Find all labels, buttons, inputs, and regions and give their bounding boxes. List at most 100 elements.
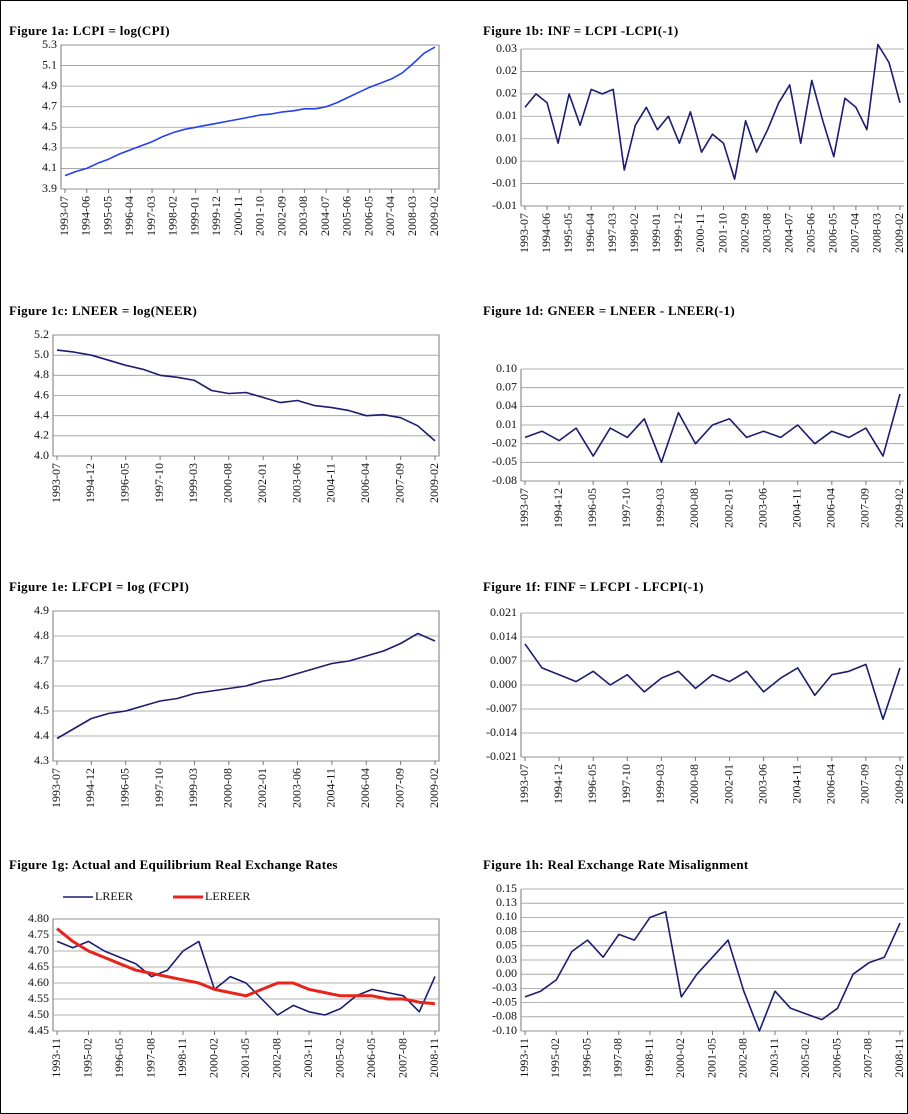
y-tick-label: 0.00 bbox=[496, 966, 517, 980]
x-tick-label: 2007-09 bbox=[392, 463, 406, 503]
x-tick-label: 2007-08 bbox=[395, 1038, 409, 1078]
chart-title: Figure 1f: FINF = LFCPI - LFCPI(-1) bbox=[483, 579, 704, 594]
x-tick-label: 2009-02 bbox=[427, 463, 441, 503]
x-tick-label: 2003-11 bbox=[301, 1038, 315, 1078]
y-tick-label: 0.007 bbox=[490, 653, 517, 667]
y-tick-label: 4.2 bbox=[34, 428, 49, 442]
x-tick-label: 2007-09 bbox=[858, 764, 872, 804]
x-tick-label: 2003-08 bbox=[759, 213, 773, 253]
x-tick-label: 1999-01 bbox=[187, 196, 201, 236]
x-tick-label: 2008-03 bbox=[405, 196, 419, 236]
x-tick-label: 2004-11 bbox=[789, 488, 803, 528]
x-tick-label: 1994-06 bbox=[79, 196, 93, 236]
y-tick-label: 4.1 bbox=[42, 160, 57, 174]
x-tick-label: 2006-04 bbox=[358, 768, 372, 808]
y-tick-label: 4.60 bbox=[28, 975, 49, 989]
x-tick-label: 1997-10 bbox=[619, 488, 633, 528]
y-tick-label: -0.01 bbox=[492, 175, 517, 189]
y-tick-label: 5.0 bbox=[34, 347, 49, 361]
data-line bbox=[56, 927, 436, 1006]
y-tick-label: -0.02 bbox=[492, 435, 517, 449]
x-tick-label: 1999-03 bbox=[653, 488, 667, 528]
x-tick-label: 2008-11 bbox=[427, 1038, 441, 1078]
x-tick-label: 1994-06 bbox=[539, 213, 553, 253]
y-tick-label: 0.01 bbox=[496, 417, 517, 431]
y-tick-label: 4.8 bbox=[34, 628, 49, 642]
y-tick-label: 0.07 bbox=[496, 379, 517, 393]
y-tick-label: 0.03 bbox=[496, 41, 517, 55]
y-tick-label: 4.75 bbox=[28, 927, 49, 941]
x-tick-label: 1995-05 bbox=[561, 213, 575, 253]
y-tick-label: 4.8 bbox=[34, 367, 49, 381]
x-tick-label: 1994-12 bbox=[83, 768, 97, 808]
data-line bbox=[56, 632, 436, 740]
y-tick-label: 0.021 bbox=[490, 605, 517, 619]
x-tick-label: 1997-03 bbox=[144, 196, 158, 236]
y-tick-label: -0.10 bbox=[492, 1023, 517, 1037]
x-tick-label: 2009-02 bbox=[427, 196, 441, 236]
y-tick-label: 4.3 bbox=[42, 140, 57, 154]
x-tick-label: 2007-08 bbox=[861, 1038, 875, 1078]
y-tick-label: -0.08 bbox=[492, 473, 517, 487]
x-tick-label: 2003-06 bbox=[755, 488, 769, 528]
plot-frame bbox=[52, 918, 440, 1032]
y-tick-label: 4.45 bbox=[28, 1023, 49, 1037]
x-tick-label: 2004-11 bbox=[789, 764, 803, 804]
x-tick-label: 1999-01 bbox=[649, 213, 663, 253]
x-tick-label: 1995-02 bbox=[548, 1038, 562, 1078]
y-tick-label: 0.15 bbox=[496, 881, 517, 895]
x-tick-label: 2003-06 bbox=[289, 463, 303, 503]
x-tick-label: 2008-11 bbox=[892, 1038, 906, 1078]
x-tick-label: 1998-11 bbox=[642, 1038, 656, 1078]
y-tick-label: 4.6 bbox=[34, 678, 49, 692]
y-tick-label: 4.5 bbox=[34, 703, 49, 717]
x-tick-label: 2000-02 bbox=[673, 1038, 687, 1078]
x-tick-label: 1996-05 bbox=[112, 1038, 126, 1078]
x-tick-label: 2004-07 bbox=[781, 213, 795, 253]
data-line bbox=[524, 910, 901, 1032]
y-tick-label: 0.02 bbox=[496, 86, 517, 100]
x-tick-label: 1997-08 bbox=[143, 1038, 157, 1078]
y-tick-label: 0.10 bbox=[496, 909, 517, 923]
x-tick-label: 1993-07 bbox=[49, 463, 63, 503]
x-tick-label: 1996-05 bbox=[117, 463, 131, 503]
y-tick-label: 4.7 bbox=[42, 98, 57, 112]
y-tick-label: 0.01 bbox=[496, 130, 517, 144]
x-tick-label: 2009-02 bbox=[427, 768, 441, 808]
y-tick-label: 0.10 bbox=[496, 361, 517, 375]
chart-title: Figure 1e: LFCPI = log (FCPI) bbox=[9, 579, 190, 594]
x-tick-label: 2009-02 bbox=[892, 488, 906, 528]
x-tick-label: 2004-11 bbox=[324, 463, 338, 503]
x-tick-label: 1996-04 bbox=[122, 196, 136, 236]
x-tick-label: 2003-06 bbox=[289, 768, 303, 808]
x-tick-label: 2006-04 bbox=[824, 764, 838, 804]
x-tick-label: 1994-12 bbox=[551, 488, 565, 528]
y-tick-label: 0.01 bbox=[496, 108, 517, 122]
y-tick-label: 4.9 bbox=[42, 78, 57, 92]
y-tick-label: 4.4 bbox=[34, 728, 49, 742]
y-tick-label: 4.5 bbox=[42, 119, 57, 133]
x-tick-label: 1998-02 bbox=[627, 213, 641, 253]
data-line bbox=[56, 349, 436, 442]
x-tick-label: 2000-11 bbox=[693, 213, 707, 253]
y-tick-label: 4.6 bbox=[34, 387, 49, 401]
x-tick-label: 1995-05 bbox=[100, 196, 114, 236]
x-tick-label: 2005-02 bbox=[332, 1038, 346, 1078]
x-tick-label: 2009-02 bbox=[892, 764, 906, 804]
y-tick-label: 0.014 bbox=[490, 629, 517, 643]
x-tick-label: 2002-09 bbox=[274, 196, 288, 236]
legend-label: LEREER bbox=[205, 889, 250, 903]
x-tick-label: 2000-11 bbox=[231, 196, 245, 236]
x-tick-label: 2007-09 bbox=[858, 488, 872, 528]
x-tick-label: 2000-08 bbox=[221, 768, 235, 808]
data-line bbox=[56, 940, 436, 1016]
x-tick-label: 1994-12 bbox=[551, 764, 565, 804]
y-tick-label: -0.05 bbox=[492, 994, 517, 1008]
y-tick-label: 0.04 bbox=[496, 398, 517, 412]
x-tick-label: 2002-01 bbox=[255, 463, 269, 503]
y-tick-label: 4.7 bbox=[34, 653, 49, 667]
x-tick-label: 2006-05 bbox=[826, 213, 840, 253]
y-tick-label: 0.03 bbox=[496, 952, 517, 966]
